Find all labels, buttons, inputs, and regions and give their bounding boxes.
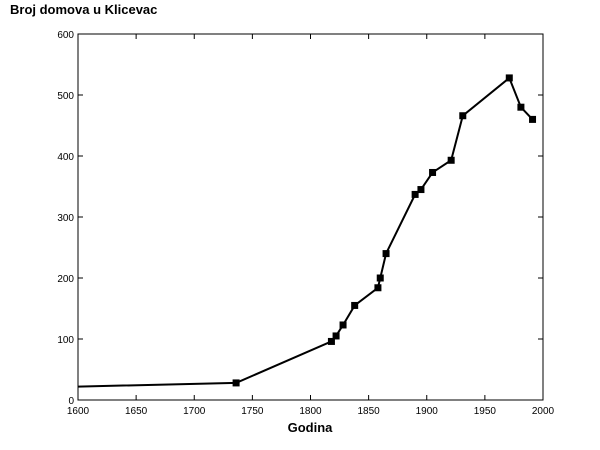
x-tick-label: 1700 xyxy=(183,406,206,417)
data-point-marker xyxy=(327,337,335,345)
x-tick-label: 1750 xyxy=(241,406,264,417)
data-point-marker xyxy=(417,186,425,194)
x-tick-label: 1800 xyxy=(299,406,322,417)
y-axis: 0 100 200 300 400 500 600 xyxy=(57,30,543,407)
series-markers xyxy=(232,74,537,387)
x-tick-label: 1600 xyxy=(67,406,90,417)
data-point-marker xyxy=(459,112,467,120)
plot-frame xyxy=(77,33,544,401)
x-tick-label: 1850 xyxy=(358,406,381,417)
chart-title: Broj domova u Klicevac xyxy=(10,2,158,17)
data-point-marker xyxy=(411,190,419,198)
y-tick-label: 300 xyxy=(57,213,74,224)
data-point-marker xyxy=(374,284,382,292)
y-tick-label: 500 xyxy=(57,91,74,102)
data-point-marker xyxy=(505,74,513,82)
y-tick-label: 600 xyxy=(57,30,74,41)
x-tick-label: 1900 xyxy=(416,406,439,417)
data-point-marker xyxy=(382,250,390,258)
data-point-marker xyxy=(517,103,525,111)
data-point-marker xyxy=(339,321,347,329)
data-point-marker xyxy=(447,156,455,164)
x-tick-label: 2000 xyxy=(532,406,555,417)
x-axis-label: Godina xyxy=(288,420,334,435)
y-tick-label: 0 xyxy=(68,396,74,407)
x-axis: 1600 1650 1700 1750 1800 1850 1900 1950 2000 xyxy=(67,34,555,417)
data-point-marker xyxy=(332,332,340,340)
data-point-marker xyxy=(232,379,240,387)
series-line xyxy=(77,76,534,388)
data-point-marker xyxy=(351,301,359,309)
y-tick-label: 200 xyxy=(57,274,74,285)
x-tick-label: 1950 xyxy=(474,406,497,417)
x-tick-label: 1650 xyxy=(125,406,148,417)
data-point-marker xyxy=(429,168,437,176)
y-tick-label: 400 xyxy=(57,152,74,163)
y-tick-label: 100 xyxy=(57,335,74,346)
data-point-marker xyxy=(376,274,384,282)
data-point-marker xyxy=(529,115,537,123)
